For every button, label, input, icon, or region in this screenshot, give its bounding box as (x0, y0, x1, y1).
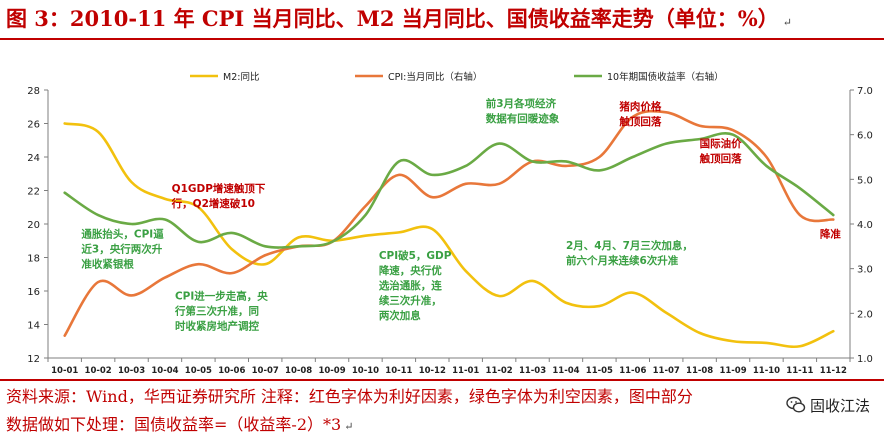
annotation-line: 准收紧银根 (81, 257, 134, 270)
positive-annotation: Q1GDP增速触顶下行，Q2增速破10 (171, 182, 266, 210)
x-tick-label: 11-08 (686, 366, 713, 376)
annotation-line: 触顶回落 (618, 115, 661, 128)
annotation-line: 两次加息 (379, 309, 421, 322)
annotation-line: 前六个月来连续6次升准 (566, 254, 679, 267)
x-tick-label: 10-02 (85, 366, 112, 376)
annotation-line: Q1GDP增速触顶下 (172, 182, 266, 195)
positive-annotation: 降准 (820, 227, 841, 240)
y-right-tick-label: 7.0 (857, 86, 873, 97)
x-tick-label: 10-11 (385, 366, 412, 376)
y-left-tick-label: 12 (27, 354, 40, 365)
x-tick-label: 11-10 (753, 366, 780, 376)
negative-annotation: CPI进一步走高，央行第三次升准，同时收紧房地产调控 (174, 289, 268, 332)
cpi-yoy-line (63, 109, 835, 337)
y-right-tick-label: 3.0 (857, 265, 873, 276)
x-tick-label: 11-02 (486, 366, 513, 376)
y-right-tick-label: 5.0 (857, 175, 873, 186)
y-left-tick-label: 16 (27, 287, 40, 298)
x-tick-label: 10-04 (151, 366, 178, 376)
negative-annotation: 通胀抬头，CPI逼近3，央行两次升准收紧银根 (81, 227, 164, 270)
title-divider (0, 38, 884, 40)
y-right-tick-label: 6.0 (857, 131, 873, 142)
x-tick-label: 11-05 (586, 366, 613, 376)
wechat-icon (786, 396, 806, 413)
negative-annotation: 2月、4月、7月三次加息， 前六个月来连续6次升准 (566, 239, 693, 267)
chart-annotations: Q1GDP增速触顶下行，Q2增速破10猪肉价格触顶回落国际油价触顶回落降准通胀抬… (81, 97, 841, 333)
annotation-line: 选治通胀，连 (379, 279, 442, 292)
y-left-tick-label: 18 (27, 254, 40, 265)
annotation-line: 行，Q2增速破10 (171, 197, 255, 210)
page-title: 图 3：2010-11 年 CPI 当月同比、M2 当月同比、国债收益率走势（单… (6, 2, 876, 36)
x-tick-label: 10-03 (118, 366, 145, 376)
bond-yield-line (63, 131, 835, 249)
watermark: 固收江法 (779, 392, 876, 418)
positive-annotation: 猪肉价格触顶回落 (618, 100, 661, 128)
x-tick-label: 10-05 (185, 366, 212, 376)
legend-label: 10年期国债收益率（右轴） (607, 71, 724, 83)
footer-divider (0, 379, 884, 381)
x-tick-label: 11-03 (519, 366, 546, 376)
negative-annotation: CPI破5，GDP 降速，央行优选治通胀，连续三次升准， 两次加息 (379, 249, 452, 322)
y-left-tick-label: 22 (27, 187, 40, 198)
x-tick-label: 11-12 (820, 366, 847, 376)
annotation-line: 2月、4月、7月三次加息， (566, 239, 693, 252)
x-tick-label: 11-11 (786, 366, 813, 376)
annotation-line: CPI破5，GDP (379, 249, 452, 262)
annotation-line: 时收紧房地产调控 (175, 319, 259, 332)
y-left-tick-label: 14 (27, 321, 40, 332)
annotation-line: 行第三次升准，同 (174, 304, 259, 317)
annotation-line: 通胀抬头，CPI逼 (81, 227, 164, 240)
x-tick-label: 10-06 (218, 366, 245, 376)
watermark-text: 固收江法 (809, 396, 870, 415)
x-tick-label: 10-09 (318, 366, 345, 376)
processing-note-text: 数据做如下处理：国债收益率=（收益率-2）*3 (6, 415, 342, 434)
annotation-line: 降速，央行优 (379, 264, 442, 277)
x-tick-label: 11-06 (619, 366, 646, 376)
chart-legend: M2:同比 CPI:当月同比（右轴） 10年期国债收益率（右轴） (190, 71, 724, 83)
return-mark: ↵ (344, 420, 354, 433)
y-right-tick-label: 2.0 (857, 309, 873, 320)
m2-yoy-line (63, 122, 835, 349)
y-right-tick-label: 1.0 (857, 354, 873, 365)
x-tick-label: 11-01 (452, 366, 479, 376)
x-tick-label: 10-12 (419, 366, 446, 376)
annotation-line: CPI进一步走高，央 (175, 289, 268, 302)
legend-label: M2:同比 (223, 71, 259, 83)
x-tick-label: 10-08 (285, 366, 312, 376)
x-tick-label: 10-01 (51, 366, 78, 376)
y-right-tick-label: 4.0 (857, 220, 873, 231)
annotation-line: 数据有回暖迹象 (485, 112, 560, 125)
annotation-line: 续三次升准， (379, 294, 442, 307)
x-tick-label: 11-09 (719, 366, 746, 376)
annotation-line: 降准 (820, 227, 841, 240)
chart-axes: 12 14 16 18 20 22 24 26 28 1.0 2.0 3.0 4.0 5.0 6.0 7.0 1… (27, 86, 873, 376)
title-text: 图 3：2010-11 年 CPI 当月同比、M2 当月同比、国债收益率走势（单… (6, 6, 779, 31)
annotation-line: 触顶回落 (699, 152, 742, 165)
annotation-line: 猪肉价格 (618, 100, 661, 113)
annotation-line: 前3月各项经济 (486, 97, 557, 110)
source-note: 资料来源：Wind，华西证券研究所 注释：红色字体为利好因素，绿色字体为利空因素… (6, 387, 693, 406)
y-left-tick-label: 24 (27, 153, 40, 164)
y-left-tick-label: 26 (27, 120, 40, 131)
return-mark: ↵ (782, 16, 792, 29)
x-tick-label: 10-10 (352, 366, 379, 376)
legend-label: CPI:当月同比（右轴） (388, 71, 482, 83)
processing-note: 数据做如下处理：国债收益率=（收益率-2）*3 ↵ (6, 412, 876, 440)
negative-annotation: 前3月各项经济数据有回暖迹象 (485, 97, 560, 125)
x-tick-label: 11-07 (653, 366, 680, 376)
x-tick-label: 10-07 (252, 366, 279, 376)
positive-annotation: 国际油价触顶回落 (699, 137, 742, 165)
y-left-tick-label: 28 (27, 86, 40, 97)
y-left-tick-label: 20 (27, 220, 40, 231)
chart-series (63, 109, 835, 349)
annotation-line: 近3，央行两次升 (81, 242, 162, 255)
line-chart: 12 14 16 18 20 22 24 26 28 1.0 2.0 3.0 4.0 5.0 6.0 7.0 1… (27, 71, 873, 376)
annotation-line: 国际油价 (700, 137, 742, 150)
x-tick-label: 11-04 (552, 366, 579, 376)
